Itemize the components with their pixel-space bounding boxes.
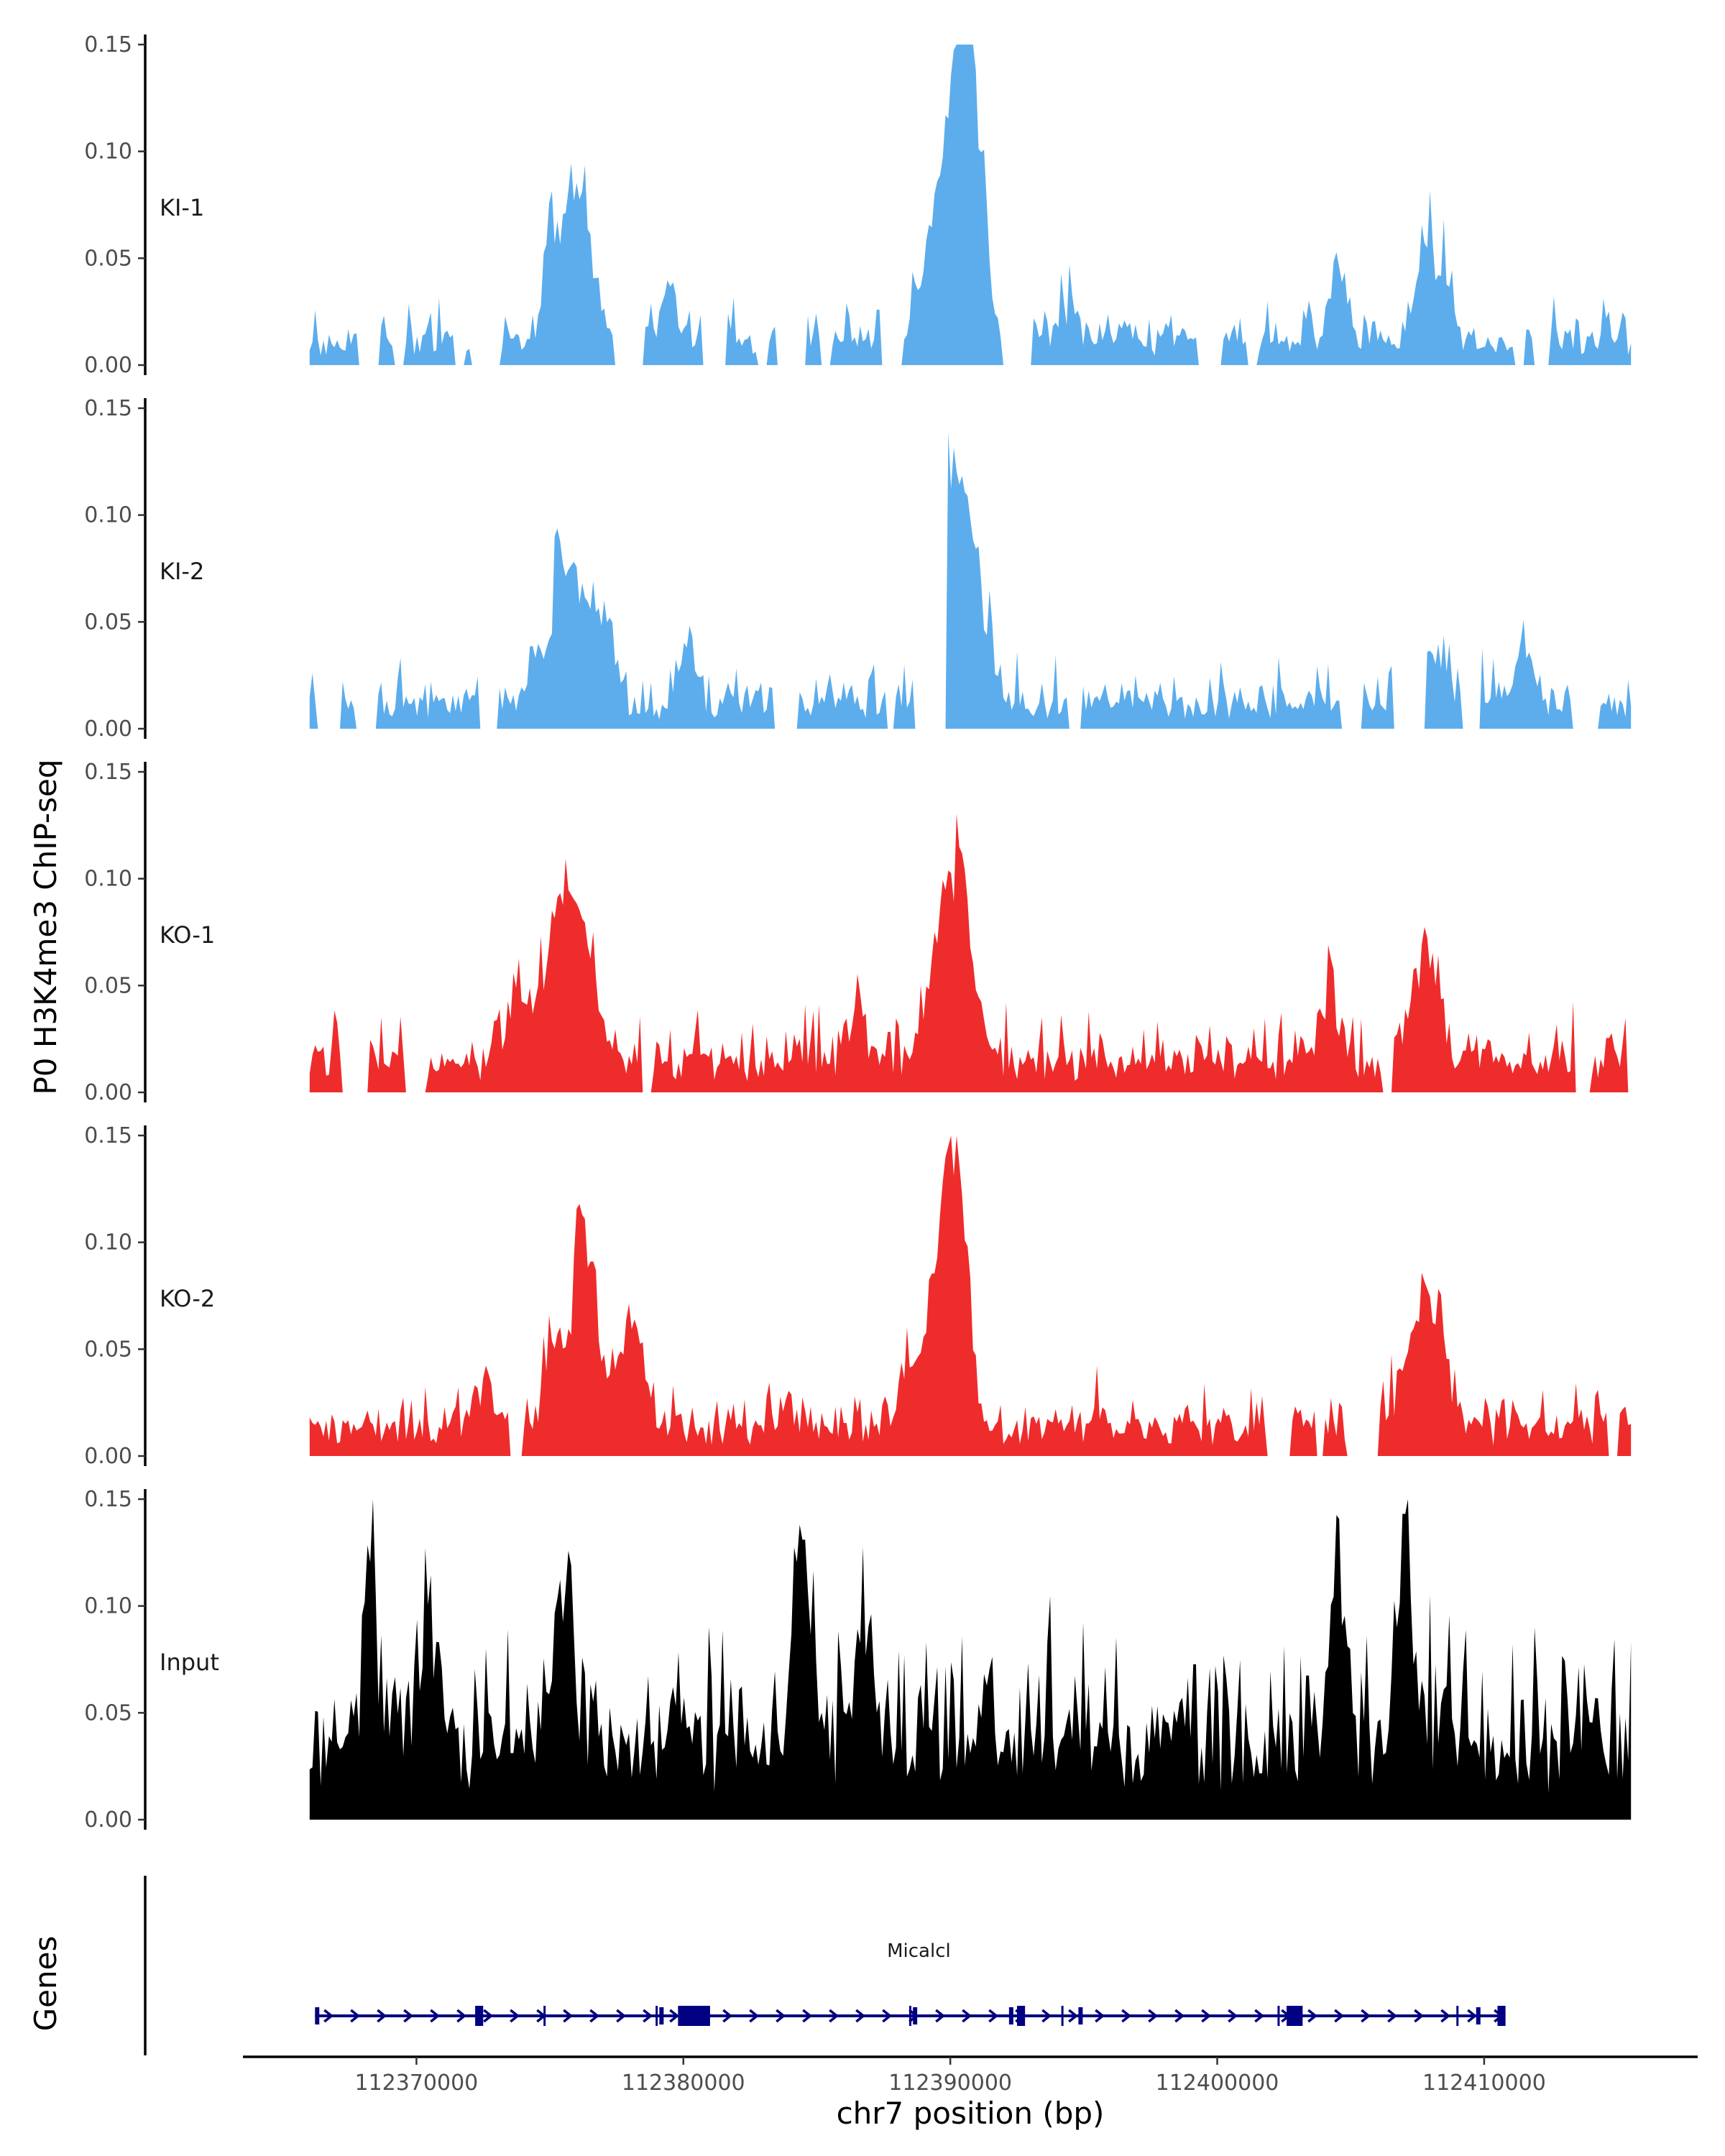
y-tick-label: 0.05 bbox=[84, 973, 132, 998]
exon bbox=[1016, 2006, 1026, 2026]
strand-arrow bbox=[589, 2009, 600, 2023]
strand-arrow bbox=[563, 2009, 574, 2023]
track-label: KO-2 bbox=[160, 1285, 215, 1312]
strand-arrow bbox=[935, 2009, 946, 2023]
exon bbox=[1008, 2007, 1013, 2024]
x-axis-title: chr7 position (bp) bbox=[837, 2096, 1105, 2131]
strand-arrow bbox=[616, 2009, 627, 2023]
y-tick-label: 0.05 bbox=[84, 609, 132, 635]
y-tick-label: 0.00 bbox=[84, 353, 132, 378]
y-axis-title: P0 H3K4me3 ChIP-seq bbox=[28, 759, 63, 1095]
y-tick-label: 0.15 bbox=[84, 760, 132, 785]
track-label: KI-2 bbox=[160, 558, 204, 585]
exon bbox=[475, 2006, 484, 2026]
y-tick-label: 0.05 bbox=[84, 246, 132, 271]
x-axis: 112370000 112380000 112390000 112400000 1124… bbox=[243, 2055, 1698, 2096]
signal-area-input bbox=[309, 1499, 1632, 1820]
exon bbox=[315, 2007, 320, 2024]
signal-area-ki-2 bbox=[309, 432, 1632, 729]
strand-arrow bbox=[403, 2009, 414, 2023]
strand-arrow bbox=[350, 2009, 361, 2023]
y-tick-label: 0.10 bbox=[84, 139, 132, 165]
track-label: KI-1 bbox=[160, 194, 204, 221]
strand-arrow bbox=[643, 2009, 653, 2023]
strand-arrow bbox=[776, 2009, 786, 2023]
y-tick-label: 0.00 bbox=[84, 1807, 132, 1833]
strand-arrow bbox=[1095, 2009, 1105, 2023]
exon bbox=[1497, 2006, 1506, 2026]
strand-arrow bbox=[1334, 2009, 1345, 2023]
y-tick-label: 0.10 bbox=[84, 1594, 132, 1619]
exon bbox=[1476, 2007, 1481, 2024]
strand-arrow bbox=[1467, 2009, 1478, 2023]
strand-arrow bbox=[882, 2009, 893, 2023]
y-tick-label: 0.05 bbox=[84, 1337, 132, 1362]
track-ko-2: 0.00 0.05 0.10 0.15 KO-2 bbox=[84, 1123, 1632, 1469]
track-label: KO-1 bbox=[160, 921, 215, 949]
y-tick-label: 0.15 bbox=[84, 1487, 132, 1512]
y-tick-label: 0.00 bbox=[84, 1444, 132, 1469]
signal-area-ko-1 bbox=[309, 814, 1632, 1092]
track-label: Input bbox=[160, 1649, 219, 1676]
strand-arrow bbox=[988, 2009, 999, 2023]
exon bbox=[659, 2007, 664, 2024]
gene-panel: Micalcl bbox=[144, 1876, 1506, 2055]
strand-arrow bbox=[456, 2009, 467, 2023]
y-tick-label: 0.00 bbox=[84, 1080, 132, 1105]
y-tick-label: 0.10 bbox=[84, 1230, 132, 1256]
strand-arrow bbox=[430, 2009, 441, 2023]
strand-arrow bbox=[722, 2009, 733, 2023]
y-tick-label: 0.05 bbox=[84, 1700, 132, 1726]
signal-area-ko-2 bbox=[309, 1135, 1632, 1456]
strand-arrow bbox=[1361, 2009, 1371, 2023]
strand-arrow bbox=[1121, 2009, 1132, 2023]
exon bbox=[913, 2007, 918, 2024]
strand-arrow bbox=[1201, 2009, 1212, 2023]
track-input: 0.00 0.05 0.10 0.15 Input bbox=[84, 1487, 1632, 1833]
y-tick-label: 0.10 bbox=[84, 503, 132, 528]
y-tick-label: 0.10 bbox=[84, 867, 132, 892]
chip-seq-tracks: 0.00 0.05 0.10 0.15 KI-1 0.00 0.05 0.10 0.15 KI-2… bbox=[84, 32, 1632, 1833]
strand-arrow bbox=[855, 2009, 866, 2023]
strand-arrow bbox=[1148, 2009, 1159, 2023]
strand-arrow bbox=[1068, 2009, 1079, 2023]
x-tick-label: 112400000 bbox=[1156, 2070, 1279, 2096]
y-tick-label: 0.15 bbox=[84, 1123, 132, 1148]
y-tick-label: 0.00 bbox=[84, 717, 132, 742]
track-ki-2: 0.00 0.05 0.10 0.15 KI-2 bbox=[84, 396, 1632, 742]
strand-arrow bbox=[962, 2009, 972, 2023]
strand-arrow bbox=[1174, 2009, 1185, 2023]
genes-axis-title: Genes bbox=[28, 1936, 63, 2032]
strand-arrow bbox=[802, 2009, 813, 2023]
exon bbox=[678, 2006, 710, 2026]
track-ko-1: 0.00 0.05 0.10 0.15 KO-1 bbox=[84, 760, 1632, 1105]
strand-arrow bbox=[1041, 2009, 1052, 2023]
strand-arrow bbox=[749, 2009, 760, 2023]
x-tick-label: 112380000 bbox=[622, 2070, 745, 2096]
track-ki-1: 0.00 0.05 0.10 0.15 KI-1 bbox=[84, 32, 1632, 378]
strand-arrow bbox=[1307, 2009, 1318, 2023]
y-tick-label: 0.15 bbox=[84, 396, 132, 421]
x-tick-label: 112390000 bbox=[888, 2070, 1012, 2096]
y-tick-label: 0.15 bbox=[84, 32, 132, 57]
strand-arrow bbox=[483, 2009, 494, 2023]
strand-arrow bbox=[1228, 2009, 1238, 2023]
x-tick-label: 112410000 bbox=[1422, 2070, 1546, 2096]
strand-arrow bbox=[1440, 2009, 1451, 2023]
exon bbox=[1078, 2007, 1083, 2024]
strand-arrow bbox=[1254, 2009, 1265, 2023]
strand-arrow bbox=[323, 2009, 334, 2023]
strand-arrow bbox=[1387, 2009, 1398, 2023]
gene-name-label: Micalcl bbox=[887, 1940, 951, 1962]
exon bbox=[1287, 2006, 1303, 2026]
x-tick-label: 112370000 bbox=[354, 2070, 478, 2096]
strand-arrow bbox=[510, 2009, 520, 2023]
signal-area-ki-1 bbox=[309, 45, 1632, 365]
strand-arrow bbox=[1414, 2009, 1425, 2023]
strand-arrow bbox=[377, 2009, 387, 2023]
strand-arrow bbox=[669, 2009, 680, 2023]
strand-arrow bbox=[829, 2009, 840, 2023]
